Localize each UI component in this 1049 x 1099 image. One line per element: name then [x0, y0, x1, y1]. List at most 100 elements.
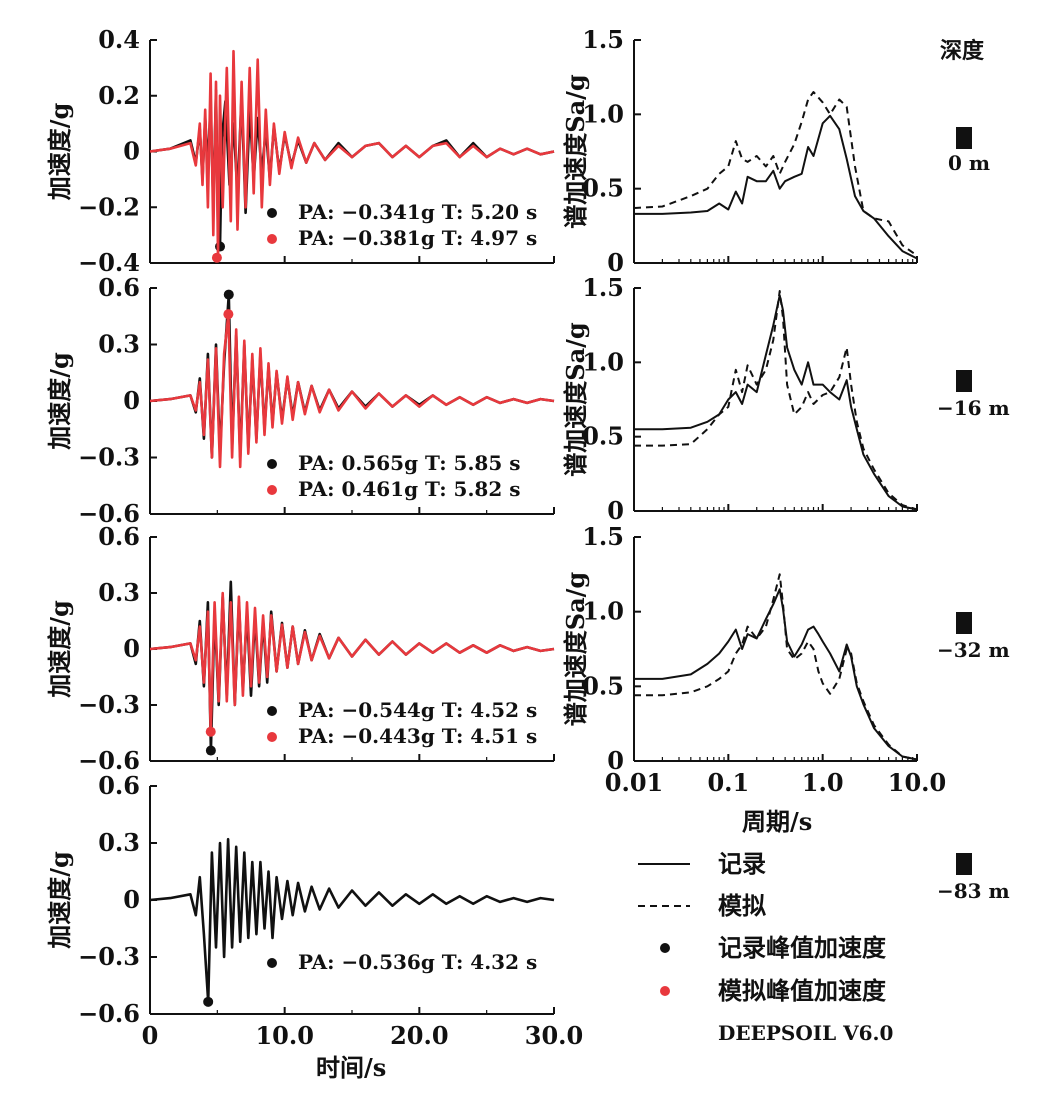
- peak-annotation: PA: −0.381g T: 4.97 s: [298, 226, 537, 250]
- legend-recorded-peak: 记录峰值加速度: [718, 933, 887, 962]
- acc-panel-0: −0.4 −0.2 0 0.2 0.4 加速度/g PA: −0.341g T: 5.20 …: [45, 25, 555, 277]
- spec-y-tick-label: 1.5: [582, 273, 624, 302]
- acc-series-recorded: [149, 837, 555, 1004]
- legend-recorded-line: 记录: [718, 849, 766, 878]
- acc-panel-3: −0.6 −0.3 0 0.3 0.6 0 10.0 20.0 30.0 加速度/g PA: −0.…: [45, 771, 583, 1050]
- peak-annotation: PA: −0.536g T: 4.32 s: [298, 950, 537, 974]
- spec-x-tick-label: 0.01: [605, 768, 663, 797]
- spec-x-tick-label: 10.0: [888, 768, 946, 797]
- acc-x-tick-label: 10.0: [255, 1021, 313, 1050]
- spec-y-tick-label: 0.5: [582, 174, 624, 203]
- peak-point-simulated: [211, 252, 222, 263]
- spec-y-tick-label: 1.0: [582, 597, 624, 626]
- acc-series-simulated: [149, 591, 555, 734]
- annotation-dot: [267, 958, 277, 968]
- acc-y-tick-label: 0: [123, 634, 140, 663]
- spec-y-tick-label: 0.5: [582, 422, 624, 451]
- legend: 记录 模拟 记录峰值加速度 模拟峰值加速度 DEEPSOIL V6.0: [638, 849, 893, 1045]
- annotation-dot: [267, 485, 277, 495]
- peak-point-recorded: [205, 745, 216, 756]
- acc-x-tick-label: 20.0: [390, 1021, 448, 1050]
- acc-y-tick-label: −0.6: [78, 999, 140, 1028]
- acc-panel-1: −0.6 −0.3 0 0.3 0.6 加速度/g PA: 0.565g T: 5.85 s…: [45, 273, 555, 528]
- peak-point-simulated: [205, 726, 216, 737]
- acc-y-tick-label: −0.4: [78, 248, 140, 277]
- peak-annotation: PA: 0.461g T: 5.82 s: [298, 477, 520, 501]
- spec-series-recorded: [634, 588, 918, 761]
- legend-simulated-peak-dot: [660, 986, 670, 996]
- legend-simulated-peak: 模拟峰值加速度: [718, 976, 887, 1005]
- depth-marker-3: [956, 853, 972, 875]
- spec-series-simulated: [633, 91, 918, 257]
- spec-panel-2: 0 0.5 1.0 1.5 0.01 0.1 1.0 10.0 谱加速度Sa/g: [561, 522, 946, 797]
- spec-series-recorded: [634, 294, 918, 511]
- spec-y-tick-label: 1.0: [582, 99, 624, 128]
- period-axis-title: 周期/s: [742, 807, 812, 836]
- peak-point-recorded: [223, 289, 234, 300]
- spec-x-tick-label: 1.0: [802, 768, 844, 797]
- acc-y-axis-title: 加速度/g: [45, 851, 74, 949]
- spec-y-tick-label: 1.0: [582, 347, 624, 376]
- spec-panel-1: 0 0.5 1.0 1.5 谱加速度Sa/g: [561, 273, 918, 525]
- acc-y-axis-title: 加速度/g: [45, 103, 74, 201]
- annotation-dot: [267, 459, 277, 469]
- annotation-dot: [267, 706, 277, 716]
- acc-y-tick-label: −0.6: [78, 746, 140, 775]
- depth-marker-0: [956, 127, 972, 149]
- acc-y-tick-label: 0.6: [98, 273, 140, 302]
- acc-y-tick-label: 0.3: [98, 828, 140, 857]
- acc-y-tick-label: 0.2: [98, 81, 140, 110]
- acc-y-tick-label: 0.3: [98, 578, 140, 607]
- acc-x-tick-label: 30.0: [525, 1021, 583, 1050]
- spec-series-recorded: [634, 114, 918, 260]
- spec-y-tick-label: 0: [607, 248, 624, 277]
- spec-panel-0: 0 0.5 1.0 1.5 谱加速度Sa/g: [561, 25, 918, 277]
- peak-annotation: PA: 0.565g T: 5.85 s: [298, 451, 520, 475]
- acc-y-tick-label: −0.6: [78, 499, 140, 528]
- spec-series-simulated: [634, 290, 918, 511]
- acc-y-tick-label: −0.3: [78, 443, 140, 472]
- time-axis-title: 时间/s: [316, 1053, 386, 1082]
- legend-recorded-peak-dot: [660, 943, 670, 953]
- spec-x-tick-label: 0.1: [707, 768, 749, 797]
- depth-title: 深度: [940, 38, 985, 64]
- annotation-dot: [267, 208, 277, 218]
- acc-y-tick-label: 0.4: [98, 25, 140, 54]
- depth-marker-2: [956, 612, 972, 634]
- depth-marker-1: [956, 370, 972, 392]
- acc-y-tick-label: 0: [123, 386, 140, 415]
- acc-y-tick-label: 0.6: [98, 771, 140, 800]
- spec-y-tick-label: 1.5: [582, 522, 624, 551]
- depth-label-0: 0 m: [948, 151, 990, 175]
- peak-annotation: PA: −0.443g T: 4.51 s: [298, 724, 537, 748]
- acc-y-tick-label: 0.6: [98, 522, 140, 551]
- peak-annotation: PA: −0.341g T: 5.20 s: [298, 200, 537, 224]
- acc-y-axis-title: 加速度/g: [45, 352, 74, 450]
- acc-panel-2: −0.6 −0.3 0 0.3 0.6 加速度/g PA: −0.544g T: 4.52 …: [45, 522, 555, 775]
- spec-y-tick-label: 0: [607, 496, 624, 525]
- depth-label-3: −83 m: [937, 879, 1010, 903]
- peak-point-recorded: [215, 241, 226, 252]
- legend-simulated-line: 模拟: [718, 891, 766, 920]
- annotation-dot: [267, 234, 277, 244]
- depth-label-2: −32 m: [937, 638, 1010, 662]
- acc-y-tick-label: −0.3: [78, 690, 140, 719]
- depth-label-1: −16 m: [937, 396, 1010, 420]
- acc-y-tick-label: 0.3: [98, 330, 140, 359]
- spec-series-simulated: [634, 573, 918, 761]
- software-version: DEEPSOIL V6.0: [718, 1021, 893, 1045]
- spec-y-tick-label: 0: [607, 746, 624, 775]
- spec-y-tick-label: 1.5: [582, 25, 624, 54]
- peak-point-recorded: [203, 996, 214, 1007]
- spec-y-axis-title: 谱加速度Sa/g: [561, 74, 590, 229]
- spec-y-tick-label: 0.5: [582, 671, 624, 700]
- acc-y-tick-label: −0.2: [78, 192, 140, 221]
- acc-y-tick-label: 0: [123, 137, 140, 166]
- acc-y-tick-label: 0: [123, 885, 140, 914]
- spec-y-axis-title: 谱加速度Sa/g: [561, 322, 590, 477]
- acc-series-simulated: [149, 49, 555, 260]
- spec-y-axis-title: 谱加速度Sa/g: [561, 572, 590, 727]
- peak-annotation: PA: −0.544g T: 4.52 s: [298, 698, 537, 722]
- annotation-dot: [267, 732, 277, 742]
